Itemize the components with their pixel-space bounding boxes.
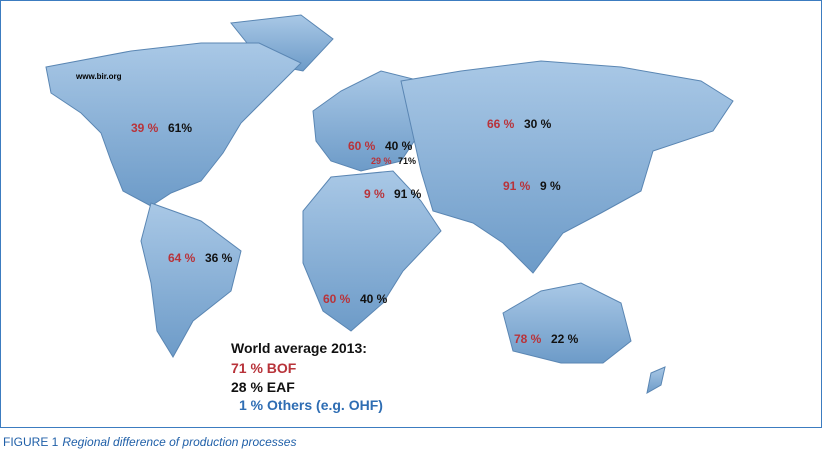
south-america xyxy=(140,202,242,358)
bof-label: 66 % xyxy=(487,117,515,131)
eaf-label: 40 % xyxy=(360,292,388,306)
legend: World average 2013: 71 % BOF 28 % EAF 1 … xyxy=(231,340,383,413)
caption: FIGURE 1 Regional difference of productio… xyxy=(3,435,296,449)
bof-label: 78 % xyxy=(514,332,542,346)
legend-eaf: 28 % EAF xyxy=(231,379,295,395)
continents xyxy=(45,14,734,394)
eaf-label: 71% xyxy=(398,156,416,166)
world-map: www.bir.org 39 % 61% 60 % 40 % 29 % 71% … xyxy=(45,14,734,413)
bof-label: 91 % xyxy=(503,179,531,193)
new-zealand xyxy=(646,366,666,394)
eaf-label: 9 % xyxy=(540,179,561,193)
eaf-label: 36 % xyxy=(205,251,233,265)
africa xyxy=(302,170,442,332)
europe xyxy=(312,70,422,172)
figure-frame: www.bir.org 39 % 61% 60 % 40 % 29 % 71% … xyxy=(0,0,822,428)
bof-label: 9 % xyxy=(364,187,385,201)
north-america xyxy=(45,42,302,207)
source: www.bir.org xyxy=(75,72,122,81)
australia xyxy=(502,282,632,364)
bof-label: 60 % xyxy=(323,292,351,306)
eaf-label: 91 % xyxy=(394,187,422,201)
eaf-label: 22 % xyxy=(551,332,579,346)
region-labels: 39 % 61% 60 % 40 % 29 % 71% 9 % 91 % 66 … xyxy=(131,117,579,346)
legend-others: 1 % Others (e.g. OHF) xyxy=(239,397,383,413)
legend-title: World average 2013: xyxy=(231,340,367,356)
eaf-label: 30 % xyxy=(524,117,552,131)
bof-label: 60 % xyxy=(348,139,376,153)
asia xyxy=(400,60,734,274)
bof-label: 39 % xyxy=(131,121,159,135)
legend-bof: 71 % BOF xyxy=(231,360,297,376)
bof-label: 64 % xyxy=(168,251,196,265)
caption-label: FIGURE 1 xyxy=(3,435,59,449)
eaf-label: 40 % xyxy=(385,139,413,153)
caption-text: Regional difference of production proces… xyxy=(62,435,297,449)
bof-label: 29 % xyxy=(371,156,392,166)
eaf-label: 61% xyxy=(168,121,192,135)
